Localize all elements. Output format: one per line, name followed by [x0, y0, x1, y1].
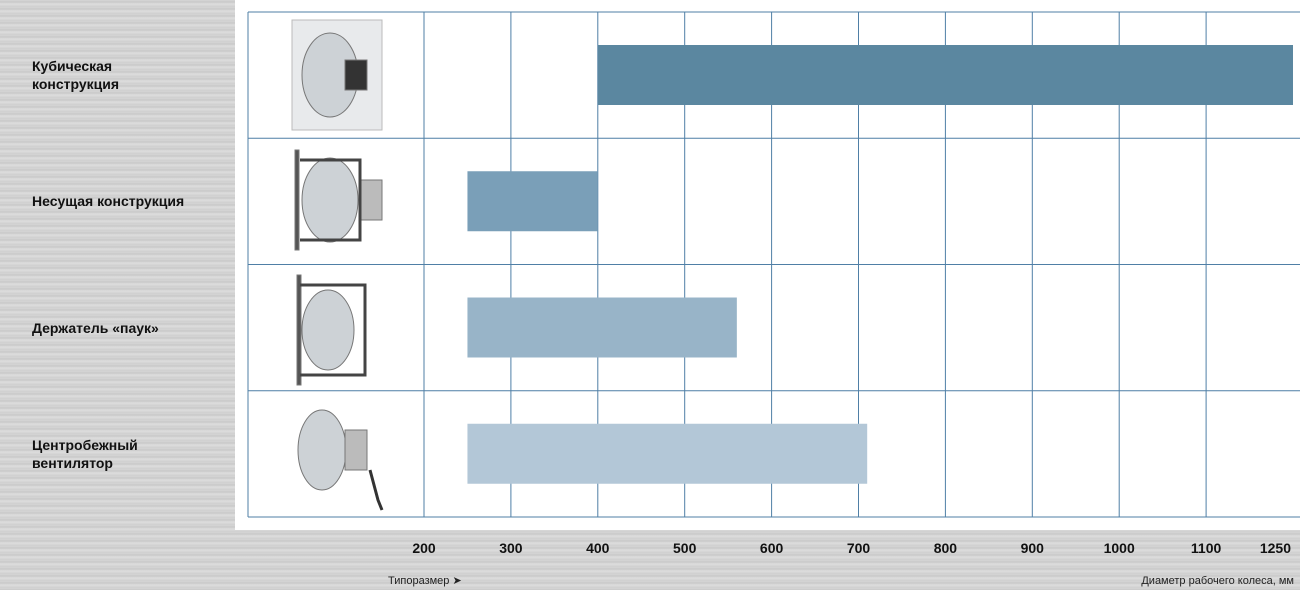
bar	[597, 45, 1293, 105]
fan-image	[344, 429, 368, 471]
fan-image	[300, 283, 367, 377]
x-tick-label: 1100	[1191, 540, 1222, 556]
x-tick-label: 700	[847, 540, 871, 556]
fan-image	[296, 274, 302, 386]
bar	[467, 423, 868, 484]
x-tick-label: 600	[760, 540, 784, 556]
x-tick-label: 200	[412, 540, 436, 556]
fan-image	[344, 59, 368, 91]
x-axis-label: Типоразмер ➤	[388, 575, 462, 587]
x-tick-label: 300	[499, 540, 523, 556]
category-label: Держатель «паук»	[32, 319, 159, 336]
x-tick-label: 400	[586, 540, 610, 556]
x-tick-label: 500	[673, 540, 697, 556]
fan-images	[291, 19, 384, 511]
fan-image	[297, 409, 347, 491]
x-tick-label: 1250	[1260, 540, 1291, 556]
fan-image	[359, 179, 383, 221]
category-label: Кубическая конструкция	[32, 58, 120, 93]
fan-image	[300, 158, 362, 242]
x-tick-label: 1000	[1104, 540, 1135, 556]
bar	[467, 297, 737, 358]
fan-image	[368, 469, 384, 511]
x-tick-label: 900	[1021, 540, 1045, 556]
category-label: Центробежный вентилятор	[32, 436, 138, 471]
category-label: Несущая конструкция	[32, 193, 185, 210]
fan-image	[294, 149, 300, 251]
fan-image	[301, 157, 359, 243]
x-tick-label: 800	[934, 540, 958, 556]
fan-image	[301, 289, 355, 371]
x-axis-label: Диаметр рабочего колеса, мм	[1141, 575, 1294, 587]
bar	[467, 171, 598, 232]
